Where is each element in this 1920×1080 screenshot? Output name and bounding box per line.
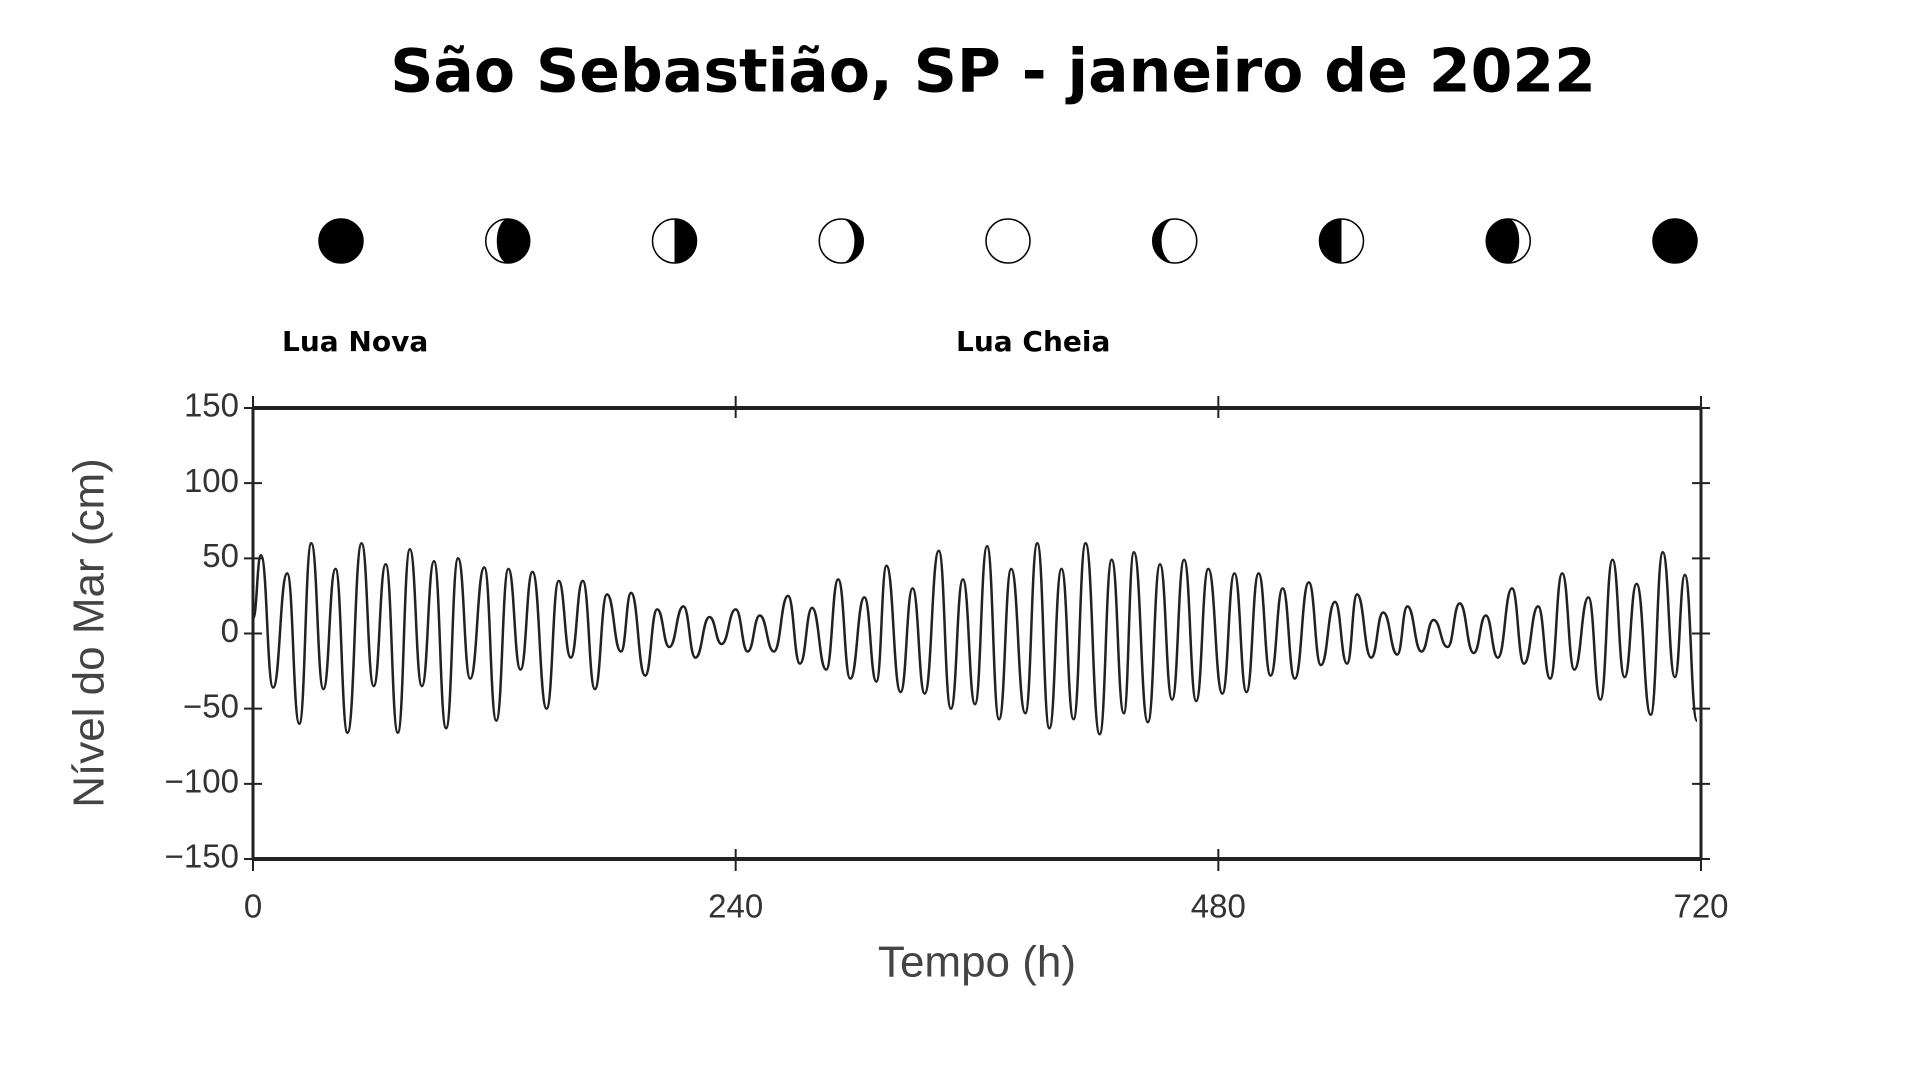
y-tick-label: −150 [165,838,239,875]
x-tick-label: 0 [244,888,262,925]
tide-line [251,542,1699,736]
y-tick-label: −100 [165,763,239,800]
chart-title: São Sebastião, SP - janeiro de 2022 [390,37,1596,107]
moon-phases [318,218,1698,264]
y-axis-title: Nível do Mar (cm) [65,458,114,808]
x-tick-label: 720 [1673,888,1728,925]
annotation: Lua Cheia [956,325,1110,358]
y-tick-label: 150 [184,387,239,424]
y-tick-label: 100 [184,462,239,499]
moon-dark [1152,219,1175,263]
x-tick-label: 480 [1191,888,1246,925]
annotation: Lua Nova [282,325,428,358]
moon-dark [1319,219,1342,263]
moon-dark [319,219,363,263]
x-tick-label: 240 [708,888,763,925]
moon-dark [496,219,530,263]
moon-dark [674,219,697,263]
moon-dark [841,219,864,263]
moon-dark [1486,219,1520,263]
y-tick-label: 0 [221,612,239,649]
moon [985,218,1031,264]
y-tick-label: 50 [202,537,239,574]
moon-dark [1653,219,1697,263]
y-tick-label: −50 [183,687,239,724]
x-axis-title: Tempo (h) [878,938,1076,987]
